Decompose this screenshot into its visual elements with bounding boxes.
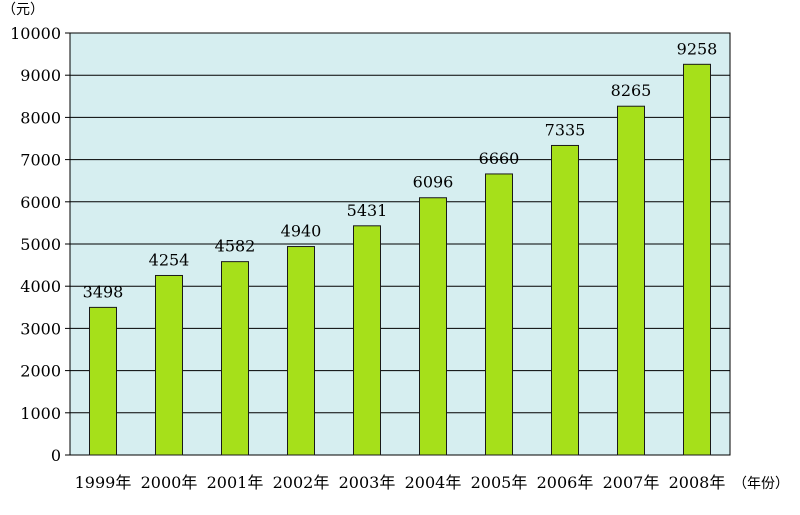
x-tick-label: 2002年 — [273, 473, 330, 492]
y-tick-label: 6000 — [20, 193, 61, 212]
x-tick-label: 2004年 — [405, 473, 462, 492]
y-tick-label: 3000 — [20, 319, 61, 338]
x-tick-label: 2001年 — [207, 473, 264, 492]
y-tick-label: 7000 — [20, 151, 61, 170]
y-axis-ticks: 0 1000 2000 3000 4000 5000 6000 7000 8000 9000 100… — [10, 24, 70, 465]
data-label: 8265 — [611, 81, 652, 100]
bar — [617, 105, 645, 456]
bar — [485, 173, 513, 456]
bar — [89, 306, 117, 456]
data-label: 7335 — [545, 120, 586, 139]
y-tick-label: 5000 — [20, 235, 61, 254]
x-tick-label: 2005年 — [471, 473, 528, 492]
y-tick-label: 4000 — [20, 277, 61, 296]
data-label: 4254 — [149, 250, 190, 269]
x-tick-label: 2000年 — [141, 473, 198, 492]
data-label: 9258 — [677, 39, 718, 58]
data-labels: 3498 4254 4582 4940 5431 6096 6660 7335 8265 9258 — [83, 39, 718, 301]
x-tick-label: 2008年 — [669, 473, 726, 492]
bar — [155, 274, 183, 456]
x-tick-label: 2003年 — [339, 473, 396, 492]
y-tick-label: 0 — [51, 446, 61, 465]
bar — [683, 63, 711, 456]
x-tick-label: 1999年 — [75, 473, 132, 492]
bar — [551, 144, 579, 456]
data-label: 5431 — [347, 201, 388, 220]
bar — [221, 261, 249, 456]
y-tick-label: 10000 — [10, 24, 61, 43]
y-tick-label: 2000 — [20, 362, 61, 381]
y-tick-label: 8000 — [20, 108, 61, 127]
x-axis-ticks: 1999年 2000年 2001年 2002年 2003年 2004年 2005年 2006年… — [75, 473, 726, 492]
y-tick-label: 9000 — [20, 66, 61, 85]
data-label: 4940 — [281, 222, 322, 241]
x-tick-label: 2006年 — [537, 473, 594, 492]
bar — [353, 225, 381, 456]
y-axis-unit-label: （元） — [2, 2, 44, 18]
bars — [89, 63, 711, 456]
x-axis-unit-label: （年份） — [733, 476, 789, 492]
data-label: 6096 — [413, 173, 454, 192]
bar — [419, 197, 447, 456]
x-tick-label: 2007年 — [603, 473, 660, 492]
data-label: 6660 — [479, 149, 520, 168]
y-tick-label: 1000 — [20, 404, 61, 423]
data-label: 4582 — [215, 237, 256, 256]
data-label: 3498 — [83, 282, 124, 301]
bar — [287, 246, 315, 456]
